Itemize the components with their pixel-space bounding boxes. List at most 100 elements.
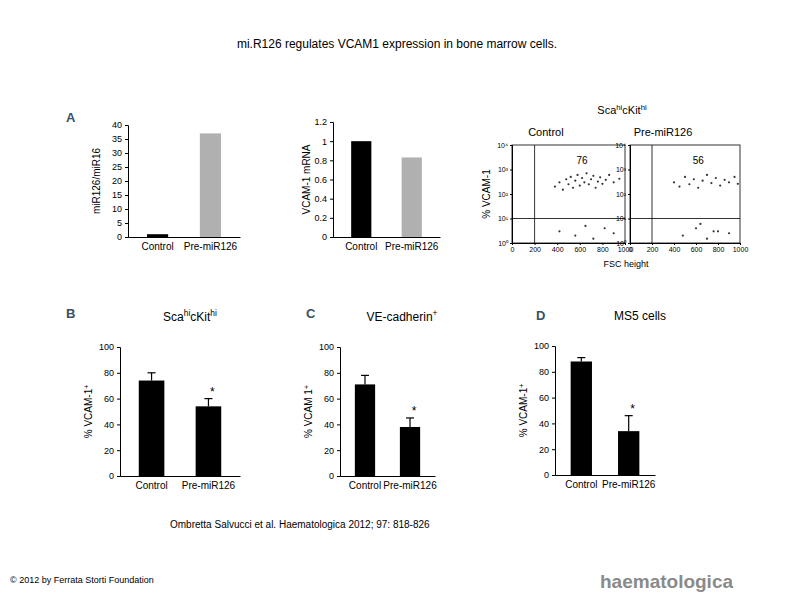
- tick-label: 10²: [498, 191, 509, 198]
- point: [618, 178, 620, 180]
- tick-label: 20: [539, 445, 549, 455]
- tick-mark: [630, 243, 631, 245]
- point: [558, 230, 560, 232]
- tick-mark: [510, 243, 512, 244]
- tick-label: 600: [574, 246, 586, 253]
- text-part: cKit: [622, 104, 640, 116]
- tick-label: Control: [349, 480, 381, 491]
- tick: Pre-miR126: [383, 476, 437, 491]
- bar: [618, 431, 639, 475]
- point: [588, 183, 590, 185]
- bar: [196, 406, 222, 476]
- tick-label: 30: [112, 148, 122, 158]
- tick-mark: [510, 194, 512, 195]
- point: [608, 174, 610, 176]
- tick: 0: [117, 232, 128, 242]
- tick-label: Control: [135, 480, 167, 491]
- point: [684, 176, 686, 178]
- x-axis: ControlPre-miR126: [129, 237, 241, 252]
- tick: Pre-miR126: [602, 475, 656, 490]
- text-part: +: [518, 384, 525, 388]
- tick-mark: [117, 424, 120, 425]
- tick: 10³: [498, 166, 512, 173]
- text-part: +: [83, 385, 90, 389]
- bar: [147, 234, 168, 237]
- chart-title: MS5 cells: [614, 309, 666, 323]
- text-part: +: [433, 308, 438, 318]
- point: [592, 175, 594, 177]
- tick-label: 100: [99, 342, 114, 352]
- point: [562, 189, 564, 191]
- tick-mark: [117, 450, 120, 451]
- tick: 40: [112, 120, 128, 130]
- tick: 0.2: [314, 213, 333, 223]
- point: [581, 177, 583, 179]
- tick: 0.4: [314, 194, 333, 204]
- tick-label: 800: [597, 246, 609, 253]
- point: [699, 223, 701, 225]
- tick-mark: [628, 145, 630, 146]
- background: [0, 0, 794, 595]
- tick-mark: [337, 373, 340, 374]
- axis-line: [556, 475, 656, 476]
- tick-label: 60: [104, 394, 114, 404]
- tick: 10¹: [616, 215, 630, 222]
- tick-label: 10²: [616, 191, 627, 198]
- tick-label: 40: [112, 120, 122, 130]
- bar: [571, 361, 592, 475]
- tick-mark: [117, 347, 120, 348]
- tick: Control: [349, 476, 381, 491]
- tick: 0.8: [314, 156, 333, 166]
- axis-line: [334, 237, 441, 238]
- tick: Control: [345, 237, 377, 252]
- tick-label: 80: [104, 368, 114, 378]
- tick: 1000: [733, 243, 749, 253]
- tick-label: 80: [324, 368, 334, 378]
- tick: 10²: [616, 191, 630, 198]
- error-bar: [204, 399, 212, 407]
- tick-mark: [330, 199, 333, 200]
- tick-mark: [330, 180, 333, 181]
- tick-label: 10⁰: [498, 240, 509, 247]
- axis-line: [513, 244, 626, 246]
- tick-label: 15: [112, 190, 122, 200]
- tick-label: Control: [141, 241, 173, 252]
- tick-label: 0.4: [314, 194, 327, 204]
- tick: 1: [322, 137, 333, 147]
- tick-label: 1.2: [314, 117, 327, 127]
- axis-line: [337, 348, 341, 477]
- tick-label: 100: [319, 342, 334, 352]
- citation: Ombretta Salvucci et al. Haematologica 2…: [170, 519, 430, 530]
- point: [715, 177, 717, 179]
- tick: 100: [99, 342, 120, 352]
- point: [678, 186, 680, 188]
- error-bar: [406, 418, 414, 427]
- title: mi.R126 regulates VCAM1 expression in bo…: [237, 37, 557, 51]
- tick-mark: [628, 170, 630, 171]
- tick-mark: [510, 170, 512, 171]
- tick: 40: [324, 420, 340, 430]
- tick-label: 20: [112, 176, 122, 186]
- tick-label: 80: [539, 367, 549, 377]
- point: [719, 185, 721, 187]
- plot-frame: [512, 145, 625, 243]
- gate-line: [512, 218, 625, 219]
- tick-mark: [337, 399, 340, 400]
- tick-label: 0: [117, 232, 122, 242]
- y-axis-label: miR126/miR16: [91, 147, 102, 214]
- y-axis-label: % VCAM 1+: [303, 385, 315, 438]
- tick: 800: [713, 243, 725, 253]
- x-axis: 02004006008001000: [629, 243, 749, 253]
- tick: 100: [319, 342, 340, 352]
- axis-line: [125, 126, 129, 238]
- tick: 35: [112, 134, 128, 144]
- x-axis: Control Pre-miR126: [121, 476, 241, 491]
- error-cap: [148, 372, 156, 373]
- point: [733, 176, 735, 178]
- tick-mark: [125, 181, 128, 182]
- tick-label: Pre-miR126: [182, 480, 236, 491]
- tick: 60: [324, 394, 340, 404]
- point: [613, 181, 615, 183]
- tick-label: 10⁰: [616, 240, 627, 247]
- tick: 20: [539, 445, 555, 455]
